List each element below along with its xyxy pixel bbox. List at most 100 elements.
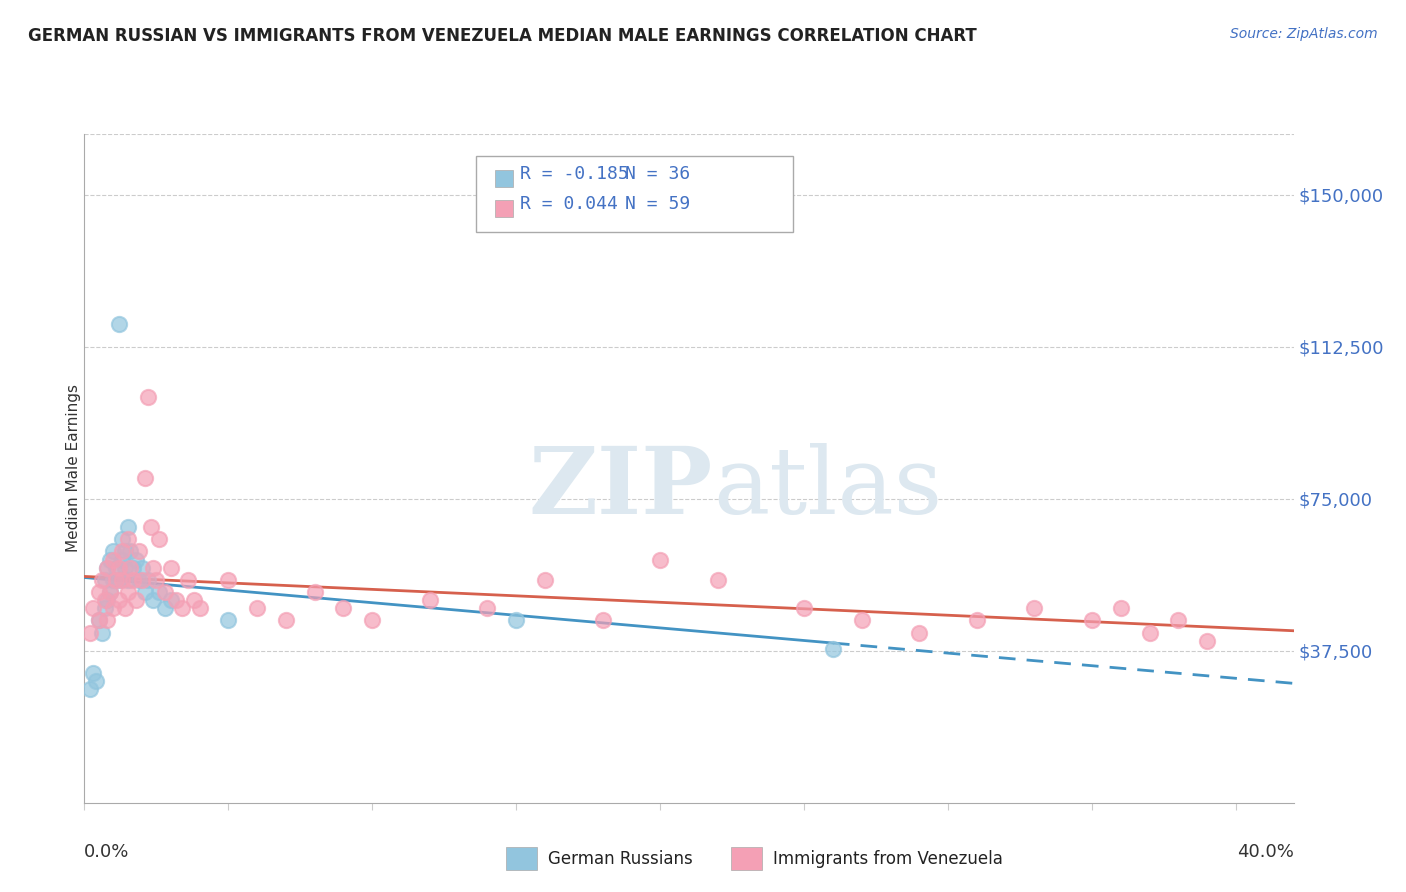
Point	[477, 601, 499, 615]
Point	[93, 573, 115, 587]
Text: atlas: atlas	[713, 443, 942, 533]
Point	[1109, 601, 1132, 615]
Point	[111, 552, 134, 566]
Text: GERMAN RUSSIAN VS IMMIGRANTS FROM VENEZUELA MEDIAN MALE EARNINGS CORRELATION CHA: GERMAN RUSSIAN VS IMMIGRANTS FROM VENEZU…	[28, 27, 977, 45]
Text: N = 36: N = 36	[626, 165, 690, 183]
Point	[134, 585, 156, 599]
Point	[111, 533, 134, 547]
Point	[166, 593, 188, 607]
Point	[79, 625, 101, 640]
Text: Immigrants from Venezuela: Immigrants from Venezuela	[773, 850, 1002, 868]
Point	[98, 552, 121, 566]
Point	[505, 613, 527, 627]
Text: 0.0%: 0.0%	[84, 843, 129, 861]
Point	[142, 593, 165, 607]
Point	[131, 560, 153, 574]
Text: R = 0.044: R = 0.044	[520, 195, 617, 213]
Point	[148, 585, 170, 599]
Point	[114, 560, 136, 574]
Point	[122, 560, 145, 574]
Point	[87, 613, 110, 627]
Point	[101, 601, 124, 615]
Text: 40.0%: 40.0%	[1237, 843, 1294, 861]
Point	[98, 585, 121, 599]
Point	[183, 593, 205, 607]
Point	[592, 613, 614, 627]
Point	[1139, 625, 1161, 640]
Point	[217, 613, 239, 627]
Point	[82, 601, 104, 615]
Point	[153, 601, 176, 615]
Text: Source: ZipAtlas.com: Source: ZipAtlas.com	[1230, 27, 1378, 41]
Point	[117, 533, 139, 547]
Point	[134, 471, 156, 485]
Point	[177, 573, 200, 587]
Point	[90, 573, 112, 587]
Point	[145, 573, 167, 587]
Point	[105, 560, 128, 574]
Point	[159, 593, 181, 607]
Point	[93, 601, 115, 615]
Point	[1024, 601, 1046, 615]
Text: N = 59: N = 59	[626, 195, 690, 213]
Point	[120, 560, 142, 574]
Point	[114, 601, 136, 615]
Point	[136, 390, 159, 404]
Point	[332, 601, 354, 615]
Point	[125, 552, 148, 566]
Point	[96, 560, 118, 574]
Text: R = -0.185: R = -0.185	[520, 165, 628, 183]
Point	[148, 533, 170, 547]
Point	[98, 585, 121, 599]
Point	[361, 613, 384, 627]
Point	[82, 666, 104, 681]
Point	[96, 593, 118, 607]
Point	[142, 560, 165, 574]
Text: ZIP: ZIP	[529, 443, 713, 533]
Point	[217, 573, 239, 587]
Point	[1197, 633, 1219, 648]
Point	[96, 560, 118, 574]
Point	[108, 318, 131, 332]
Point	[1167, 613, 1189, 627]
Point	[188, 601, 211, 615]
Point	[108, 560, 131, 574]
Point	[111, 573, 134, 587]
Point	[111, 544, 134, 558]
Point	[136, 573, 159, 587]
Point	[793, 601, 815, 615]
Point	[79, 682, 101, 697]
Point	[125, 593, 148, 607]
Point	[117, 520, 139, 534]
Y-axis label: Median Male Earnings: Median Male Earnings	[66, 384, 80, 552]
Point	[908, 625, 931, 640]
Point	[101, 573, 124, 587]
Point	[706, 573, 728, 587]
Point	[128, 544, 150, 558]
Point	[114, 544, 136, 558]
Point	[419, 593, 441, 607]
Point	[128, 573, 150, 587]
Point	[108, 593, 131, 607]
Point	[153, 585, 176, 599]
Point	[105, 573, 128, 587]
Point	[120, 544, 142, 558]
Point	[246, 601, 269, 615]
Point	[117, 573, 139, 587]
Point	[90, 625, 112, 640]
Point	[84, 674, 107, 689]
Point	[93, 593, 115, 607]
Point	[274, 613, 297, 627]
Point	[96, 613, 118, 627]
Point	[966, 613, 988, 627]
Point	[851, 613, 873, 627]
Point	[650, 552, 672, 566]
Point	[108, 573, 131, 587]
Point	[101, 552, 124, 566]
Point	[821, 641, 844, 656]
Point	[304, 585, 326, 599]
Point	[139, 520, 162, 534]
Point	[131, 573, 153, 587]
Point	[87, 585, 110, 599]
Text: German Russians: German Russians	[548, 850, 693, 868]
